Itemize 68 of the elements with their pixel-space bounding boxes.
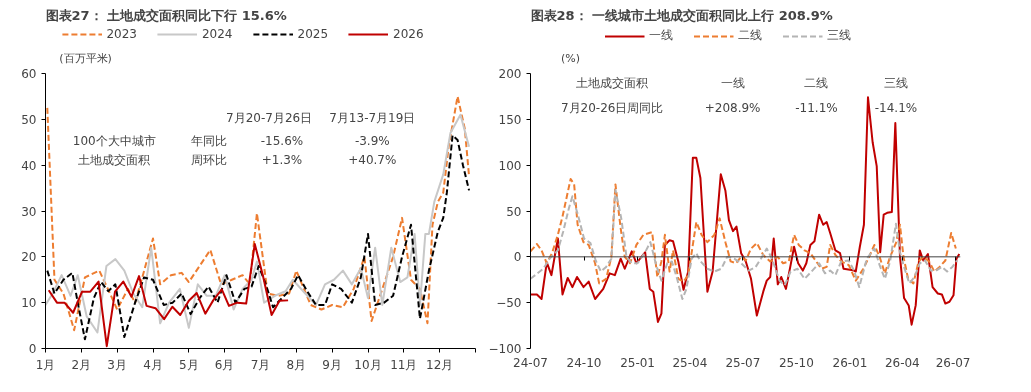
x-tick-label: 1月 [35, 357, 56, 372]
x-tick-label: 2月 [71, 357, 92, 372]
line-series [530, 96, 961, 326]
y-tick-label: 50 [506, 204, 522, 219]
annotation: 7月20-7月26日 [226, 110, 313, 125]
chart-title: 图表28： 一线城市土地成交面积同比上行 208.9% [530, 7, 833, 23]
annotation: 7月13-7月19日 [329, 110, 416, 125]
annotation: -14.1% [874, 100, 918, 115]
y-tick-label: 0 [513, 250, 522, 265]
legend-label: 二线 [738, 27, 762, 44]
annotation: -3.9% [354, 133, 390, 148]
line-series [530, 188, 959, 300]
legend-label: 2025 [297, 27, 329, 41]
y-tick-label: −100 [488, 342, 522, 356]
y-tick-label: −50 [496, 296, 522, 311]
x-tick-label: 24-10 [566, 355, 602, 370]
x-tick-label: 3月 [107, 357, 127, 372]
line-series [47, 243, 290, 348]
annotation: -15.6% [260, 133, 304, 148]
x-tick-label: 12月 [426, 357, 454, 372]
x-tick-label: 5月 [179, 357, 199, 372]
legend-label: 一线 [649, 27, 673, 44]
y-tick-label: 50 [21, 112, 37, 127]
annotation: 7月20-26日周同比 [560, 100, 664, 115]
x-tick-label: 26-01 [832, 355, 868, 370]
line-series [530, 177, 957, 285]
annotation: +1.3% [261, 153, 303, 168]
y-tick-label: 200 [498, 67, 522, 81]
y-tick-label: 150 [498, 112, 522, 127]
y-tick-label: 40 [21, 158, 37, 173]
y-tick-label: 30 [21, 204, 37, 219]
x-tick-label: 9月 [322, 357, 342, 372]
annotation: +40.7% [348, 153, 397, 168]
y-tick-label: 10 [21, 296, 37, 311]
annotation: 土地成交面积 [78, 153, 151, 168]
x-tick-label: 25-10 [778, 355, 814, 370]
annotation: +208.9% [704, 100, 761, 115]
annotation: 二线 [804, 76, 829, 91]
annotation: 周环比 [190, 153, 227, 168]
annotation: 100个大中城市 [72, 133, 156, 148]
x-tick-label: 10月 [354, 357, 382, 372]
x-tick-label: 26-04 [884, 355, 920, 370]
x-tick-label: 4月 [143, 357, 163, 372]
x-tick-label: 24-07 [513, 355, 548, 370]
chart-title: 图表27： 土地成交面积同比下行 15.6% [45, 7, 287, 23]
legend-label: 2026 [393, 27, 424, 41]
legend-label: 2023 [106, 27, 137, 41]
annotation: 土地成交面积 [576, 76, 649, 91]
x-tick-label: 25-04 [672, 355, 708, 370]
x-tick-label: 8月 [286, 357, 307, 372]
y-axis-title: (百万平米) [59, 51, 112, 65]
y-tick-label: 0 [28, 342, 37, 356]
annotation: 三线 [884, 76, 908, 91]
x-tick-label: 25-07 [725, 355, 761, 370]
annotation: -11.1% [795, 100, 838, 115]
annotation: 年同比 [190, 133, 227, 148]
annotation: 一线 [720, 76, 745, 91]
x-tick-label: 11月 [390, 357, 418, 372]
y-tick-label: 20 [21, 250, 37, 265]
legend-label: 三线 [827, 27, 851, 44]
legend-label: 2024 [201, 27, 233, 41]
y-tick-label: 60 [21, 67, 37, 81]
x-tick-label: 6月 [214, 357, 235, 372]
x-tick-label: 26-07 [935, 355, 971, 370]
x-tick-label: 7月 [250, 357, 271, 372]
y-axis-title: (%) [560, 51, 581, 65]
x-tick-label: 25-01 [620, 355, 655, 370]
y-tick-label: 100 [498, 158, 522, 173]
